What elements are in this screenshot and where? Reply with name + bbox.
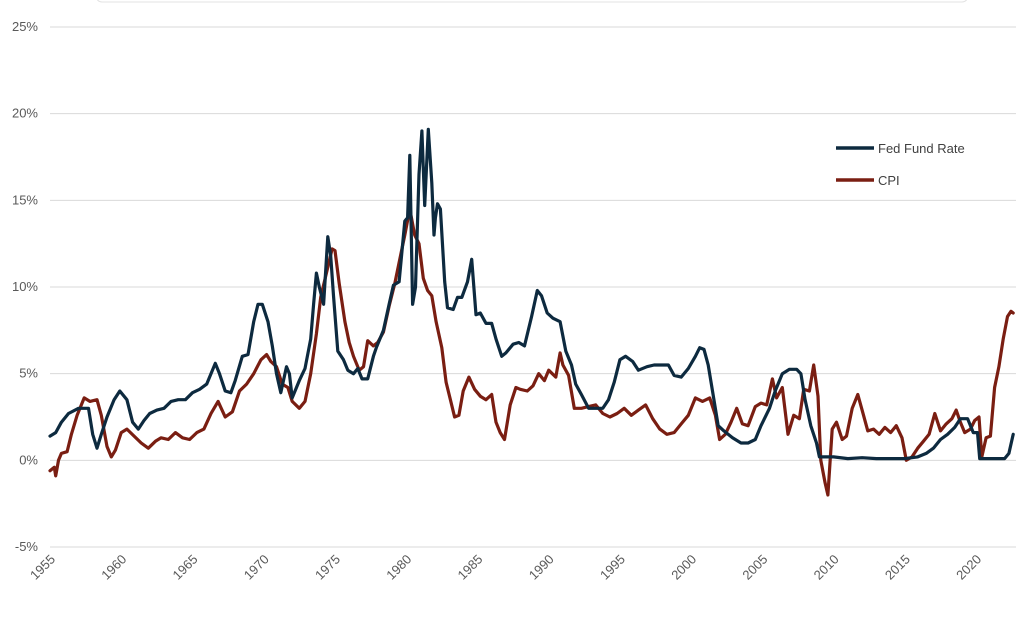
y-tick-label: 0% [19,452,38,467]
x-tick-label: 2015 [882,552,913,583]
x-tick-label: 2020 [953,552,984,583]
x-axis-labels: 1955 1960 1965 1970 1975 1980 1985 1990 1995 2000… [27,552,984,583]
gridlines [50,26,1016,548]
x-tick-label: 1965 [170,552,201,583]
x-tick-label: 1980 [383,552,414,583]
x-tick-label: 1960 [98,552,129,583]
x-tick-label: 1995 [597,552,628,583]
legend: Fed Fund Rate CPI [836,141,965,188]
x-tick-label: 2005 [739,552,770,583]
y-tick-label: 15% [12,192,38,207]
x-tick-label: 1975 [312,552,343,583]
legend-label: CPI [878,173,900,188]
legend-label: Fed Fund Rate [878,141,965,156]
y-axis-labels: -5% 0% 5% 10% 15% 20% 25% [12,19,38,554]
y-tick-label: -5% [15,539,39,554]
y-tick-label: 25% [12,19,38,34]
series-line-fed-fund-rate [48,127,1015,461]
obscured-header-box [96,0,968,3]
y-tick-label: 5% [19,366,38,381]
x-tick-label: 2010 [811,552,842,583]
y-tick-label: 10% [12,279,38,294]
series-lines [48,127,1015,497]
x-tick-label: 1970 [241,552,272,583]
x-tick-label: 2000 [668,552,699,583]
x-tick-label: 1955 [27,552,58,583]
x-tick-label: 1985 [454,552,485,583]
x-tick-label: 1990 [526,552,557,583]
y-tick-label: 20% [12,106,38,121]
series-line-cpi [48,207,1015,497]
